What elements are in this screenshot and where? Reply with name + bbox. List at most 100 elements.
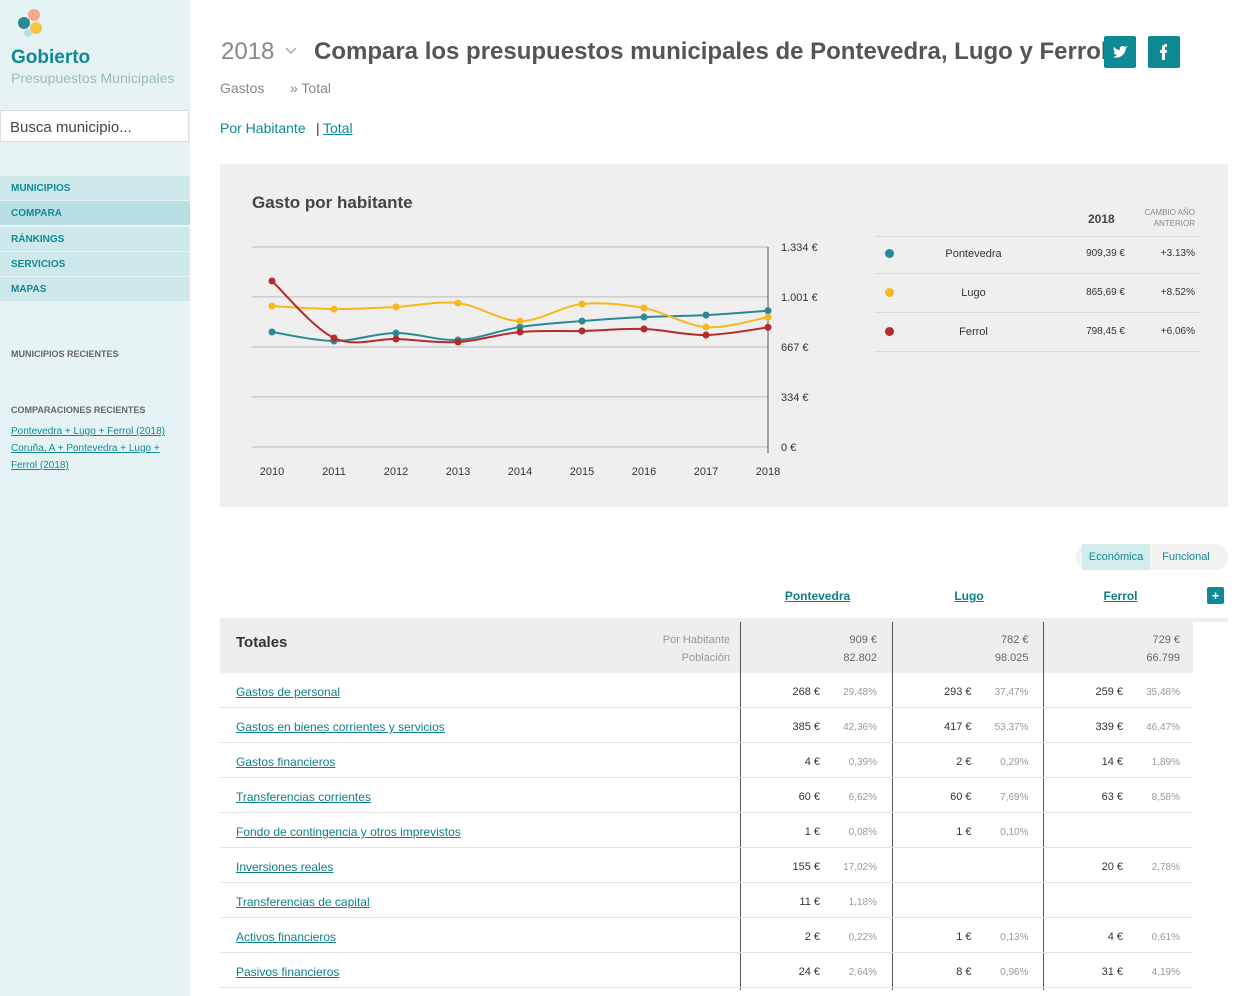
x-tick-label: 2015: [570, 466, 594, 478]
view-option[interactable]: Total: [323, 120, 353, 136]
nav-item[interactable]: MUNICIPIOS: [0, 176, 190, 200]
view-option[interactable]: Por Habitante: [220, 120, 306, 136]
x-tick-label: 2016: [632, 466, 656, 478]
summary-change: +8.52%: [1160, 287, 1195, 298]
data-point: [392, 303, 400, 311]
percentage: 37,47%: [994, 687, 1029, 698]
percentage: 17,02%: [843, 862, 877, 873]
recent-comparison[interactable]: Pontevedra + Lugo + Ferrol (2018): [11, 426, 165, 437]
search-input[interactable]: Busca municipio...: [0, 110, 189, 142]
amount: 60 €: [950, 791, 972, 803]
percentage: 0,08%: [848, 827, 877, 838]
recent-comparison[interactable]: Coruña, A + Pontevedra + Lugo + Ferrol (…: [11, 443, 160, 471]
row-name[interactable]: Inversiones reales: [236, 860, 334, 874]
row-divider: [220, 742, 1193, 743]
twitter-icon: [1113, 46, 1128, 58]
nav-item[interactable]: SERVICIOS: [0, 251, 190, 276]
data-point: [268, 328, 276, 336]
nav-item[interactable]: MAPAS: [0, 277, 190, 302]
row-name[interactable]: Transferencias de capital: [236, 895, 370, 909]
summary-row: [875, 274, 1200, 313]
legend-dot: [885, 288, 894, 297]
data-point: [392, 335, 400, 343]
percentage: 4,19%: [1151, 967, 1180, 978]
percentage: 42,36%: [843, 722, 877, 733]
row-name[interactable]: Transferencias corrientes: [236, 790, 371, 804]
series-line: [271, 280, 769, 344]
x-tick-label: 2013: [446, 466, 470, 478]
totals-value: 98.025: [994, 652, 1029, 664]
y-tick-label: 334 €: [781, 392, 809, 404]
amount: 293 €: [943, 686, 972, 698]
percentage: 0,13%: [1000, 932, 1029, 943]
amount: 4 €: [804, 756, 820, 768]
percentage: 6,62%: [848, 792, 877, 803]
data-point: [454, 338, 462, 346]
row-name[interactable]: Gastos financieros: [236, 755, 336, 769]
tab[interactable]: Económica: [1082, 544, 1150, 570]
section-title: COMPARACIONES RECIENTES: [11, 405, 146, 415]
row-divider: [220, 917, 1193, 918]
percentage: 2,78%: [1151, 862, 1180, 873]
tab[interactable]: Funcional: [1162, 551, 1210, 563]
percentage: 0,29%: [1000, 757, 1029, 768]
summary-change: +6.06%: [1160, 326, 1195, 337]
amount: 339 €: [1095, 721, 1123, 733]
totals-label: Totales: [236, 634, 288, 651]
nav-item[interactable]: COMPARA: [0, 201, 190, 226]
percentage: 1,18%: [848, 897, 877, 908]
totals-value: 909 €: [849, 634, 877, 646]
nav-item[interactable]: RÁNKINGS: [0, 226, 190, 251]
x-tick-label: 2012: [384, 466, 408, 478]
year-select[interactable]: 2018: [221, 38, 275, 65]
add-button[interactable]: +: [1207, 587, 1224, 604]
totals-value: 82.802: [843, 652, 877, 664]
row-divider: [220, 777, 1193, 778]
column-divider: [891, 622, 893, 990]
breadcrumb-item[interactable]: Gastos: [220, 80, 265, 96]
percentage: 0,22%: [848, 932, 877, 943]
amount: 8 €: [956, 966, 972, 978]
totals-value: 782 €: [1000, 634, 1029, 646]
summary-year: 2018: [1088, 212, 1115, 226]
column-header[interactable]: Ferrol: [1103, 589, 1138, 603]
row-name[interactable]: Pasivos financieros: [236, 965, 340, 979]
amount: 4 €: [1107, 931, 1123, 943]
percentage: 29,48%: [843, 687, 877, 698]
data-point: [578, 317, 586, 325]
amount: 60 €: [798, 791, 820, 803]
summary-value: 798,45 €: [1086, 326, 1125, 337]
data-point: [702, 323, 710, 331]
y-tick-label: 667 €: [781, 342, 809, 354]
facebook-button[interactable]: [1148, 36, 1180, 68]
column-header[interactable]: Pontevedra: [784, 589, 851, 603]
x-tick-label: 2017: [694, 466, 718, 478]
totals-sublabel: Población: [681, 652, 730, 664]
percentage: 0,39%: [848, 757, 877, 768]
row-name[interactable]: Gastos en bienes corrientes y servicios: [236, 720, 445, 734]
column-header[interactable]: Lugo: [954, 589, 984, 603]
sidebar: Gobierto Presupuestos Municipales Busca …: [0, 0, 190, 996]
data-point: [330, 305, 338, 313]
logo: [18, 9, 42, 37]
row-name[interactable]: Gastos de personal: [236, 685, 341, 699]
data-point: [330, 334, 338, 342]
chart-title: Gasto por habitante: [252, 193, 413, 212]
x-tick-label: 2011: [322, 466, 346, 478]
chart-panel: Gasto por habitante 0 € 334 € 667 € 1.001 €…: [220, 164, 1228, 507]
data-point: [268, 277, 276, 285]
data-point: [764, 323, 772, 331]
separator: |: [316, 120, 320, 136]
summary-value: 909,39 €: [1086, 248, 1125, 259]
breadcrumb-item[interactable]: » Total: [290, 80, 331, 96]
amount: 1 €: [956, 826, 972, 838]
percentage: 35,48%: [1146, 687, 1180, 698]
twitter-button[interactable]: [1104, 36, 1136, 68]
summary-value: 865,69 €: [1086, 287, 1125, 298]
amount: 268 €: [792, 686, 820, 698]
row-name[interactable]: Activos financieros: [236, 930, 337, 944]
row-name[interactable]: Fondo de contingencia y otros imprevisto…: [236, 825, 461, 839]
totals-value: 729 €: [1152, 634, 1180, 646]
legend-name: Ferrol: [959, 326, 988, 338]
